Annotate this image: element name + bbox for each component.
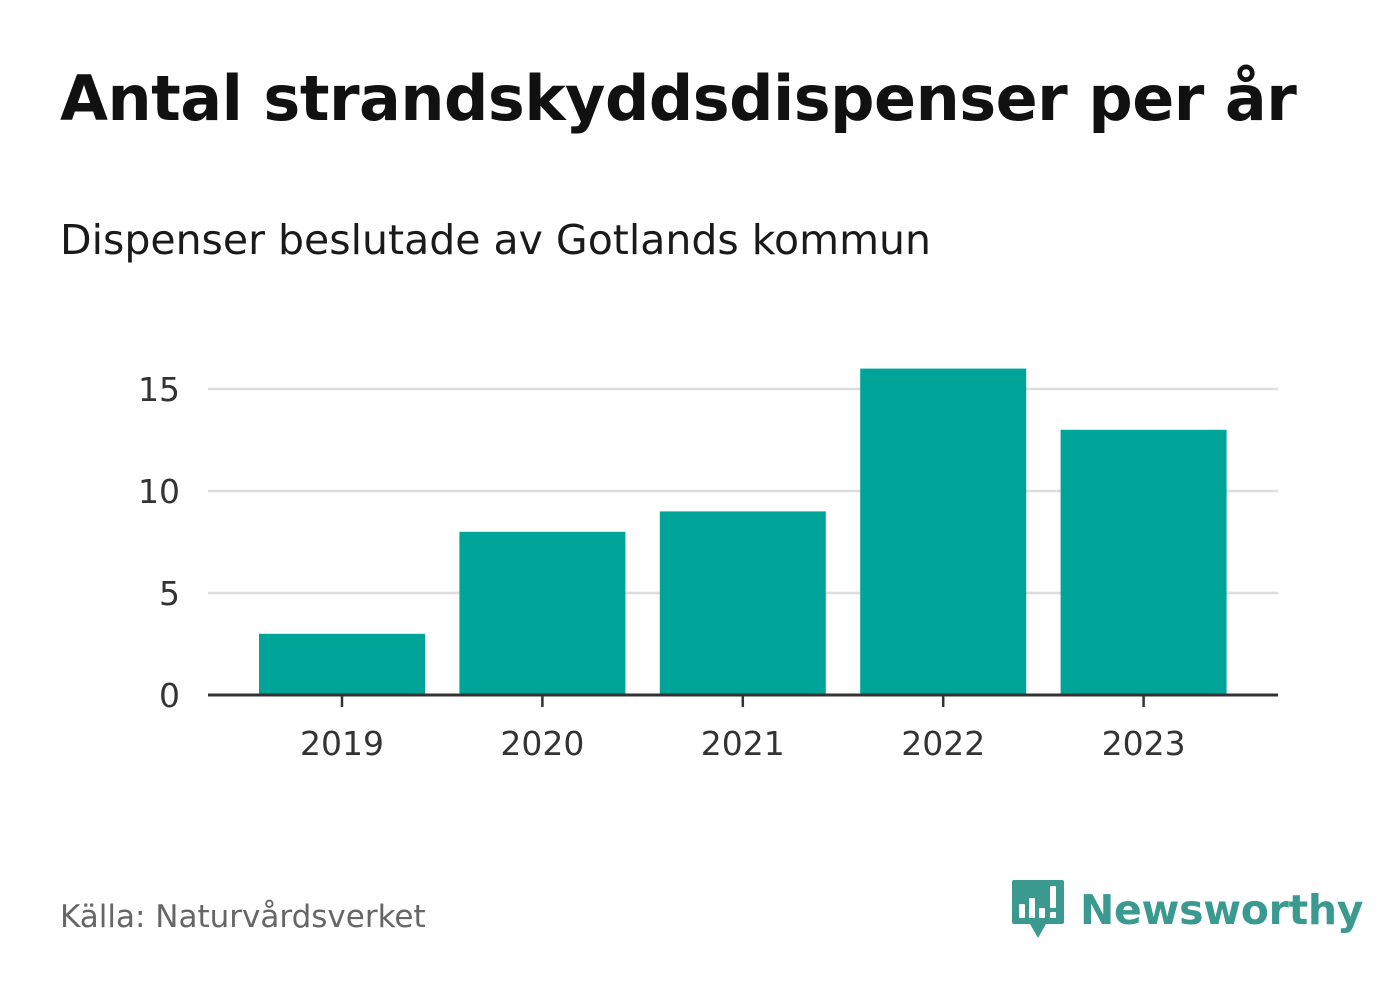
x-tick-label: 2020 xyxy=(500,724,584,763)
source-note: Källa: Naturvårdsverket xyxy=(60,899,426,935)
bar-2023 xyxy=(1060,429,1227,695)
y-tick-label: 5 xyxy=(159,574,180,613)
bar-2021 xyxy=(659,511,826,695)
x-tick-label: 2022 xyxy=(901,724,985,763)
x-tick-label: 2019 xyxy=(300,724,384,763)
newsworthy-logo-icon xyxy=(1012,880,1064,938)
chart-title: Antal strandskyddsdispenser per år xyxy=(60,62,1297,135)
y-tick-label: 15 xyxy=(138,370,180,409)
bar-2022 xyxy=(860,368,1027,695)
x-tick-label: 2021 xyxy=(701,724,785,763)
brand-logo: Newsworthy xyxy=(1010,878,1363,942)
brand-name: Newsworthy xyxy=(1080,886,1364,934)
chart-subtitle: Dispenser beslutade av Gotlands kommun xyxy=(60,216,931,264)
x-tick-label: 2023 xyxy=(1102,724,1186,763)
y-tick-label: 0 xyxy=(159,676,180,715)
y-tick-label: 10 xyxy=(138,472,180,511)
axes: 0 5 10 15 2019 2020 2021 2022 2023 xyxy=(138,370,1278,763)
bar-2020 xyxy=(459,531,626,695)
bars xyxy=(259,368,1227,695)
bar-2019 xyxy=(259,633,425,695)
